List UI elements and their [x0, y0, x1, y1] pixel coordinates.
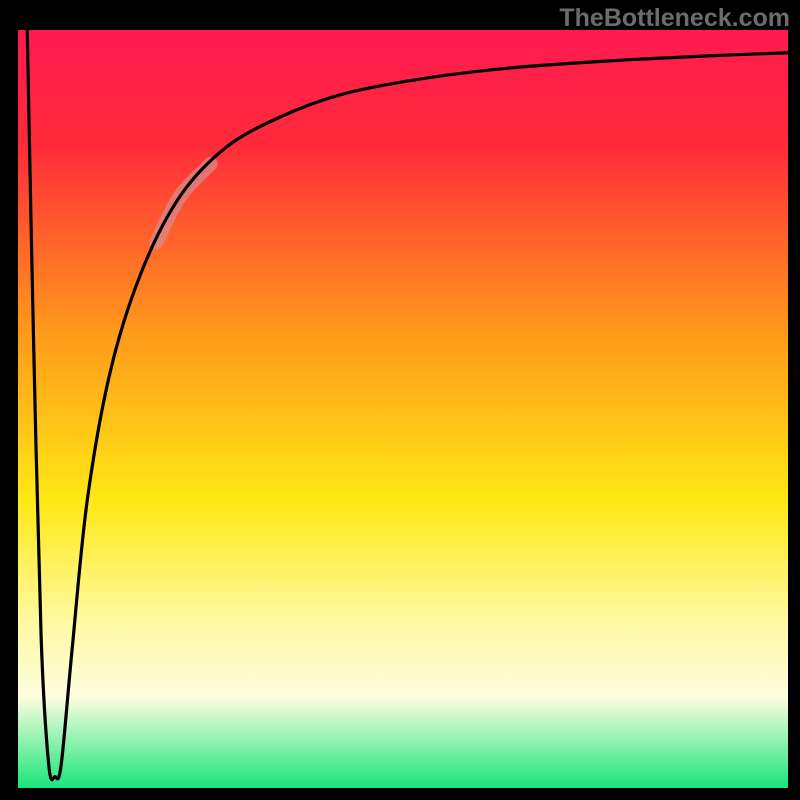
curve-svg	[18, 30, 788, 788]
chart-container: TheBottleneck.com	[0, 0, 800, 800]
plot-area	[18, 30, 788, 788]
bottleneck-curve	[27, 30, 788, 780]
highlight-segment	[157, 164, 211, 242]
source-watermark: TheBottleneck.com	[559, 4, 790, 33]
